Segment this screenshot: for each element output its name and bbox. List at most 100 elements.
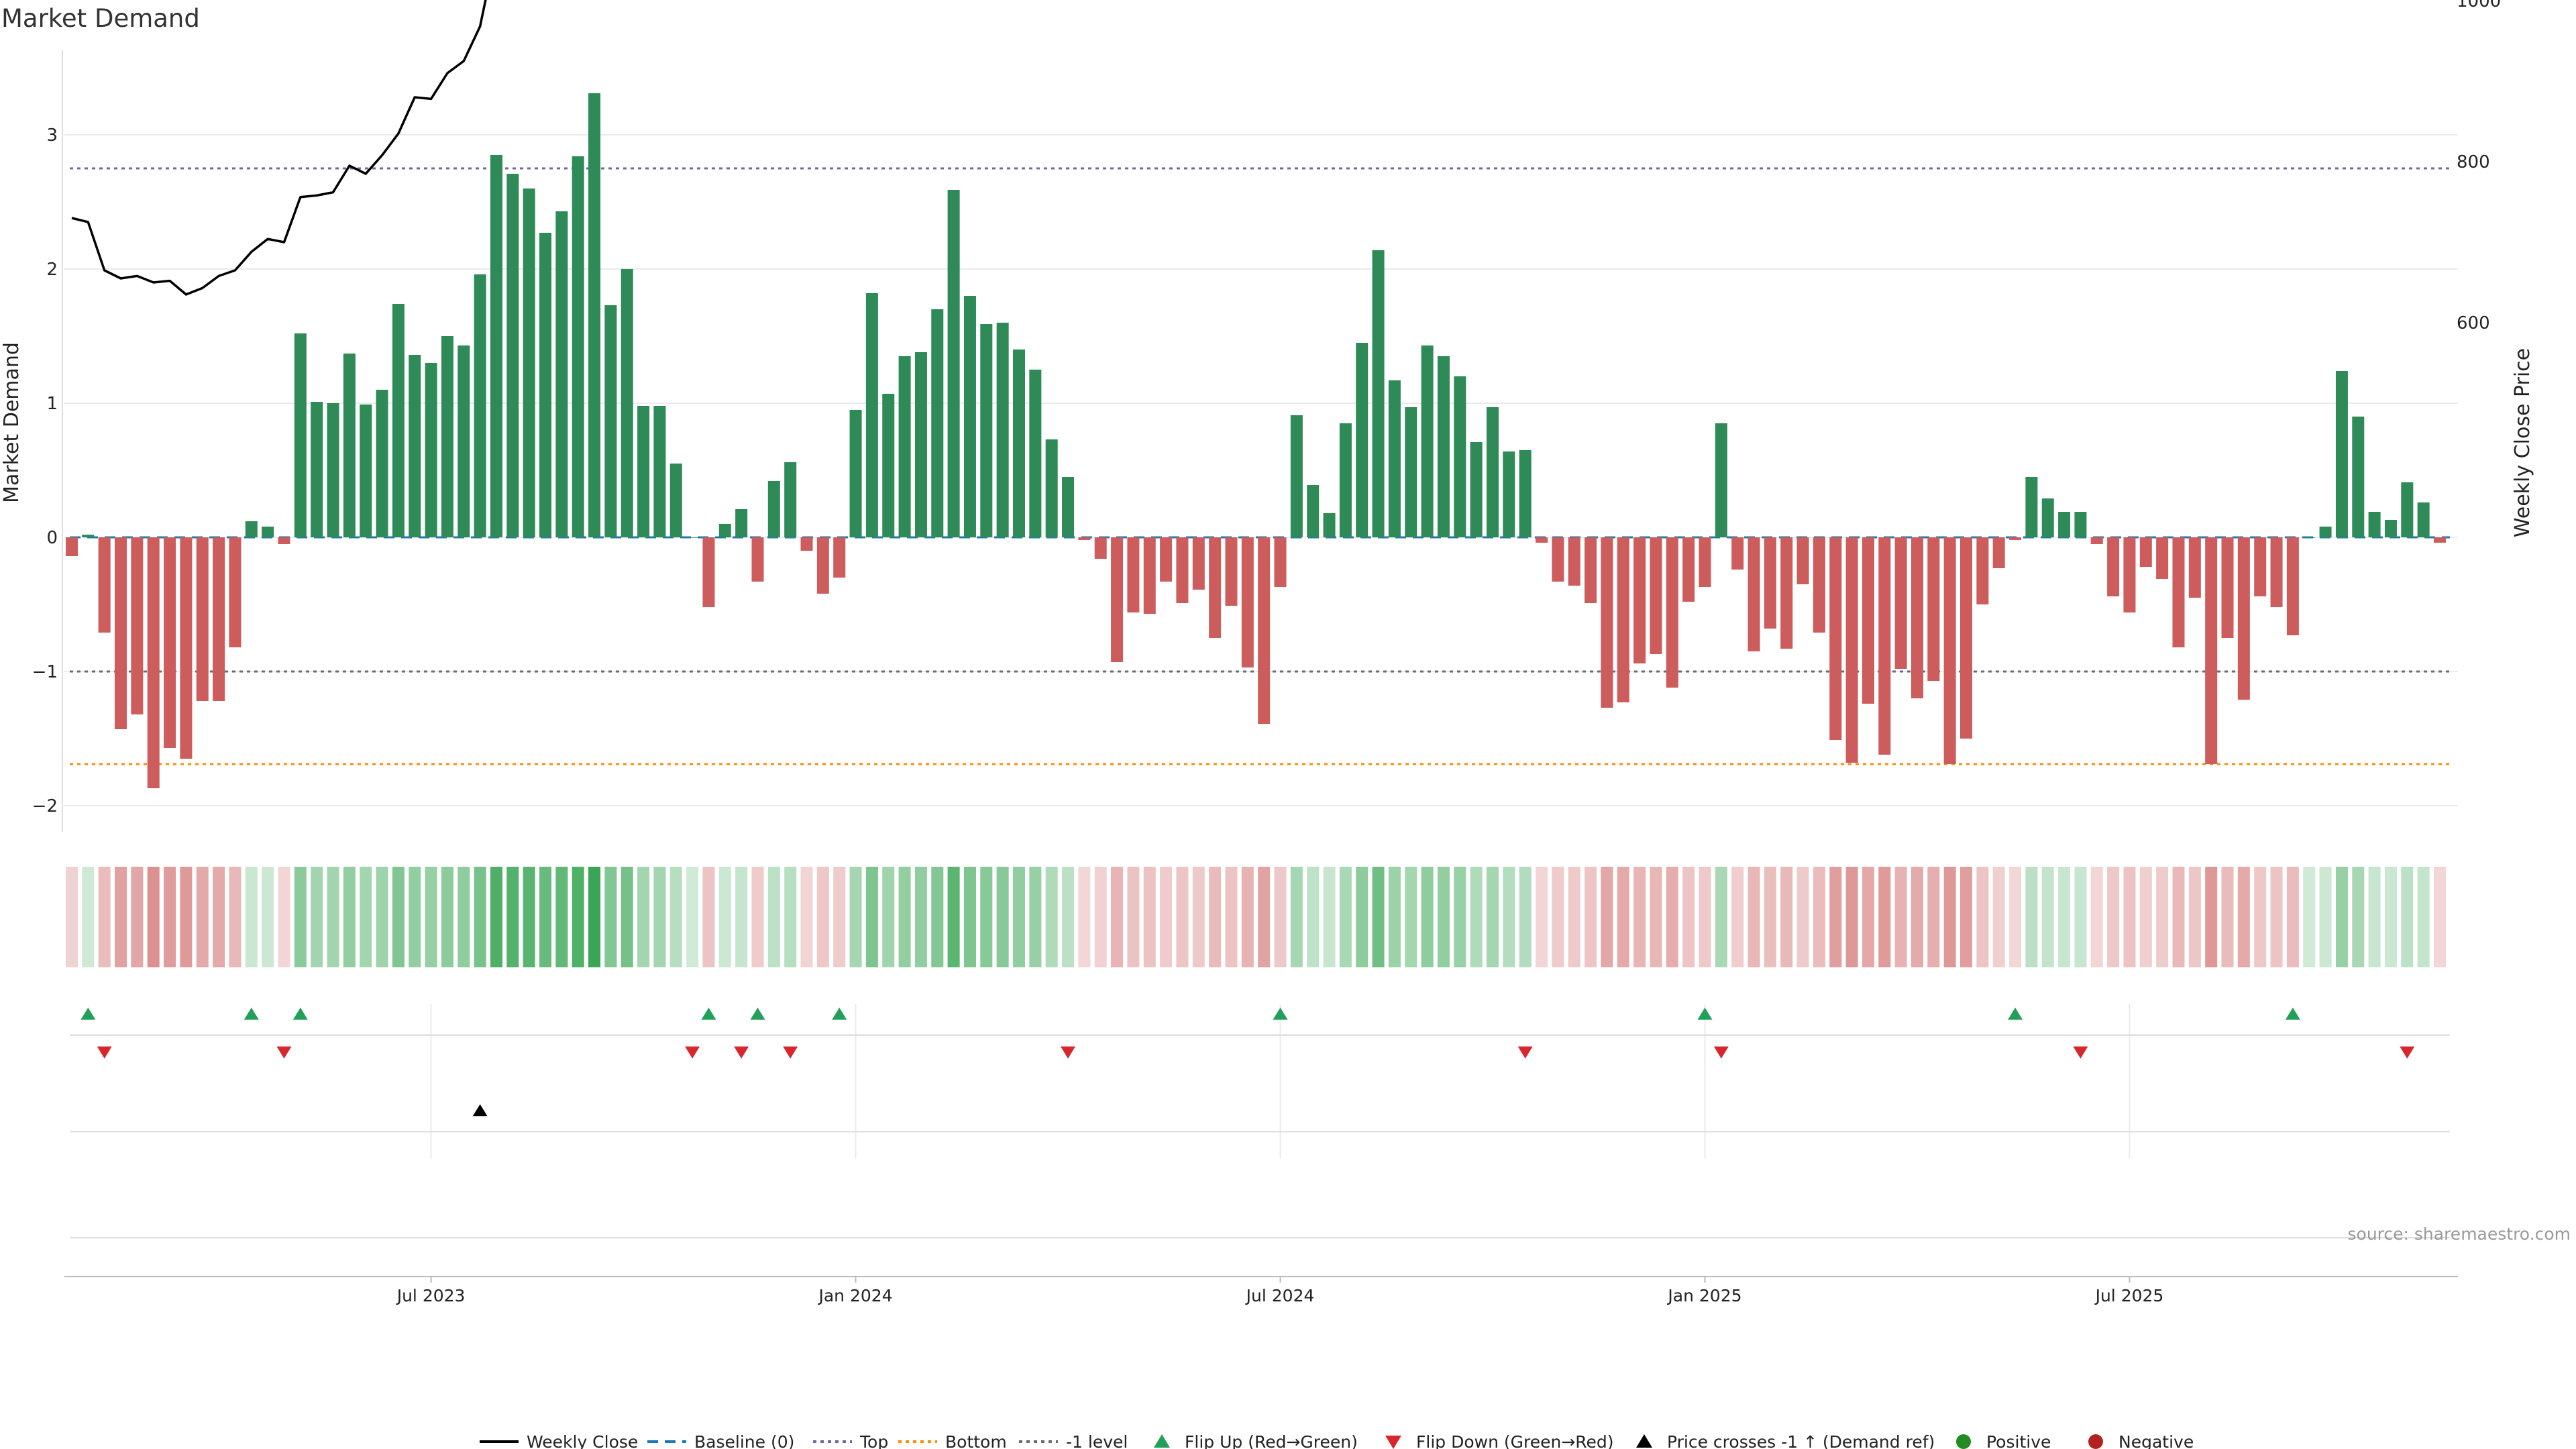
demand-bar: [882, 394, 895, 537]
flip-down-marker: [2400, 1046, 2415, 1059]
demand-strip-cell: [1062, 867, 1075, 967]
demand-strip-cell: [2172, 867, 2185, 967]
demand-strip-cell: [2058, 867, 2071, 967]
demand-bar: [2417, 502, 2430, 537]
demand-bar: [1356, 343, 1368, 537]
demand-strip-cell: [98, 867, 111, 967]
demand-strip-cell: [1274, 867, 1287, 967]
demand-strip-cell: [1127, 867, 1140, 967]
demand-strip-cell: [1976, 867, 1989, 967]
demand-bar: [1617, 537, 1629, 702]
demand-bar: [686, 537, 699, 538]
demand-strip-cell: [669, 867, 682, 967]
demand-strip-cell: [1160, 867, 1173, 967]
demand-strip-cell: [1731, 867, 1744, 967]
demand-strip-cell: [2417, 867, 2430, 967]
price-cross-marker: [472, 1104, 488, 1116]
demand-strip-cell: [2254, 867, 2267, 967]
demand-bar: [376, 390, 388, 537]
demand-strip-cell: [1796, 867, 1809, 967]
demand-bar: [1029, 370, 1042, 537]
demand-bar: [2221, 537, 2234, 638]
demand-bar: [1143, 537, 1156, 614]
demand-bar: [996, 323, 1009, 537]
demand-strip: [65, 867, 2447, 967]
demand-bar: [523, 189, 535, 537]
demand-bar: [1127, 537, 1140, 612]
demand-strip-cell: [784, 867, 797, 967]
demand-strip-cell: [2139, 867, 2152, 967]
demand-bar: [1862, 537, 1874, 704]
demand-bar: [1437, 356, 1450, 537]
y2-axis-label: Weekly Close Price: [2511, 348, 2534, 537]
demand-strip-cell: [980, 867, 993, 967]
weekly-close-line: [71, 0, 487, 296]
y2-tick-label: 1000: [2457, 0, 2501, 11]
demand-bar: [1454, 376, 1466, 537]
x-tick-label: Jul 2023: [396, 1286, 466, 1305]
demand-bar: [294, 333, 307, 537]
demand-strip-cell: [800, 867, 813, 967]
demand-bar: [1094, 537, 1107, 559]
demand-strip-cell: [1029, 867, 1042, 967]
demand-bar: [702, 537, 715, 607]
demand-strip-cell: [2221, 867, 2234, 967]
demand-bar: [2090, 537, 2103, 544]
demand-bar: [474, 274, 486, 537]
demand-bar: [1307, 485, 1320, 537]
flip-up-marker: [2008, 1008, 2023, 1020]
demand-bar: [1160, 537, 1173, 582]
legend-swatch: [1154, 1434, 1170, 1448]
demand-strip-cell: [898, 867, 911, 967]
demand-bar: [1943, 537, 1956, 764]
demand-strip-cell: [2205, 867, 2218, 967]
legend-label: Baseline (0): [694, 1432, 794, 1449]
x-axis: Jul 2023 Jan 2024 Jul 2024 Jan 2025 Jul 2025: [64, 1276, 2458, 1305]
demand-bar: [441, 336, 453, 537]
demand-strip-cell: [702, 867, 715, 967]
demand-bar: [1290, 415, 1303, 537]
flip-down-marker: [97, 1046, 112, 1059]
demand-bar: [1796, 537, 1809, 584]
demand-bar: [1388, 380, 1401, 537]
demand-bar: [1650, 537, 1662, 654]
demand-bar: [2384, 520, 2397, 537]
y-tick-label: 1: [46, 394, 58, 414]
price-series: [71, 0, 487, 296]
demand-strip-cell: [2401, 867, 2414, 967]
demand-strip-cell: [1486, 867, 1499, 967]
demand-strip-cell: [311, 867, 323, 967]
demand-bar: [213, 537, 225, 701]
demand-strip-cell: [604, 867, 617, 967]
demand-bar: [262, 527, 274, 537]
demand-bar: [1241, 537, 1254, 667]
demand-strip-cell: [506, 867, 519, 967]
demand-strip-cell: [947, 867, 960, 967]
demand-bar: [164, 537, 176, 748]
demand-bar: [2303, 537, 2316, 538]
demand-bar: [947, 190, 960, 537]
demand-bar: [2058, 512, 2071, 537]
demand-strip-cell: [360, 867, 372, 967]
demand-strip-cell: [833, 867, 846, 967]
demand-bar: [1666, 537, 1678, 688]
demand-strip-cell: [2237, 867, 2250, 967]
demand-bar: [849, 410, 862, 537]
demand-strip-cell: [245, 867, 258, 967]
demand-strip-cell: [1992, 867, 2005, 967]
demand-strip-cell: [1780, 867, 1793, 967]
demand-bar: [1045, 439, 1058, 537]
demand-strip-cell: [1829, 867, 1842, 967]
demand-strip-cell: [1585, 867, 1597, 967]
demand-bar: [1715, 423, 1727, 537]
demand-strip-cell: [2335, 867, 2348, 967]
demand-bar: [653, 406, 666, 537]
demand-bar: [2009, 537, 2022, 540]
demand-strip-cell: [1339, 867, 1352, 967]
demand-strip-cell: [1307, 867, 1320, 967]
flip-up-marker: [80, 1008, 96, 1020]
flip-down-marker: [2073, 1046, 2088, 1059]
demand-bar: [1274, 537, 1287, 587]
demand-strip-cell: [1519, 867, 1532, 967]
demand-strip-cell: [2025, 867, 2038, 967]
